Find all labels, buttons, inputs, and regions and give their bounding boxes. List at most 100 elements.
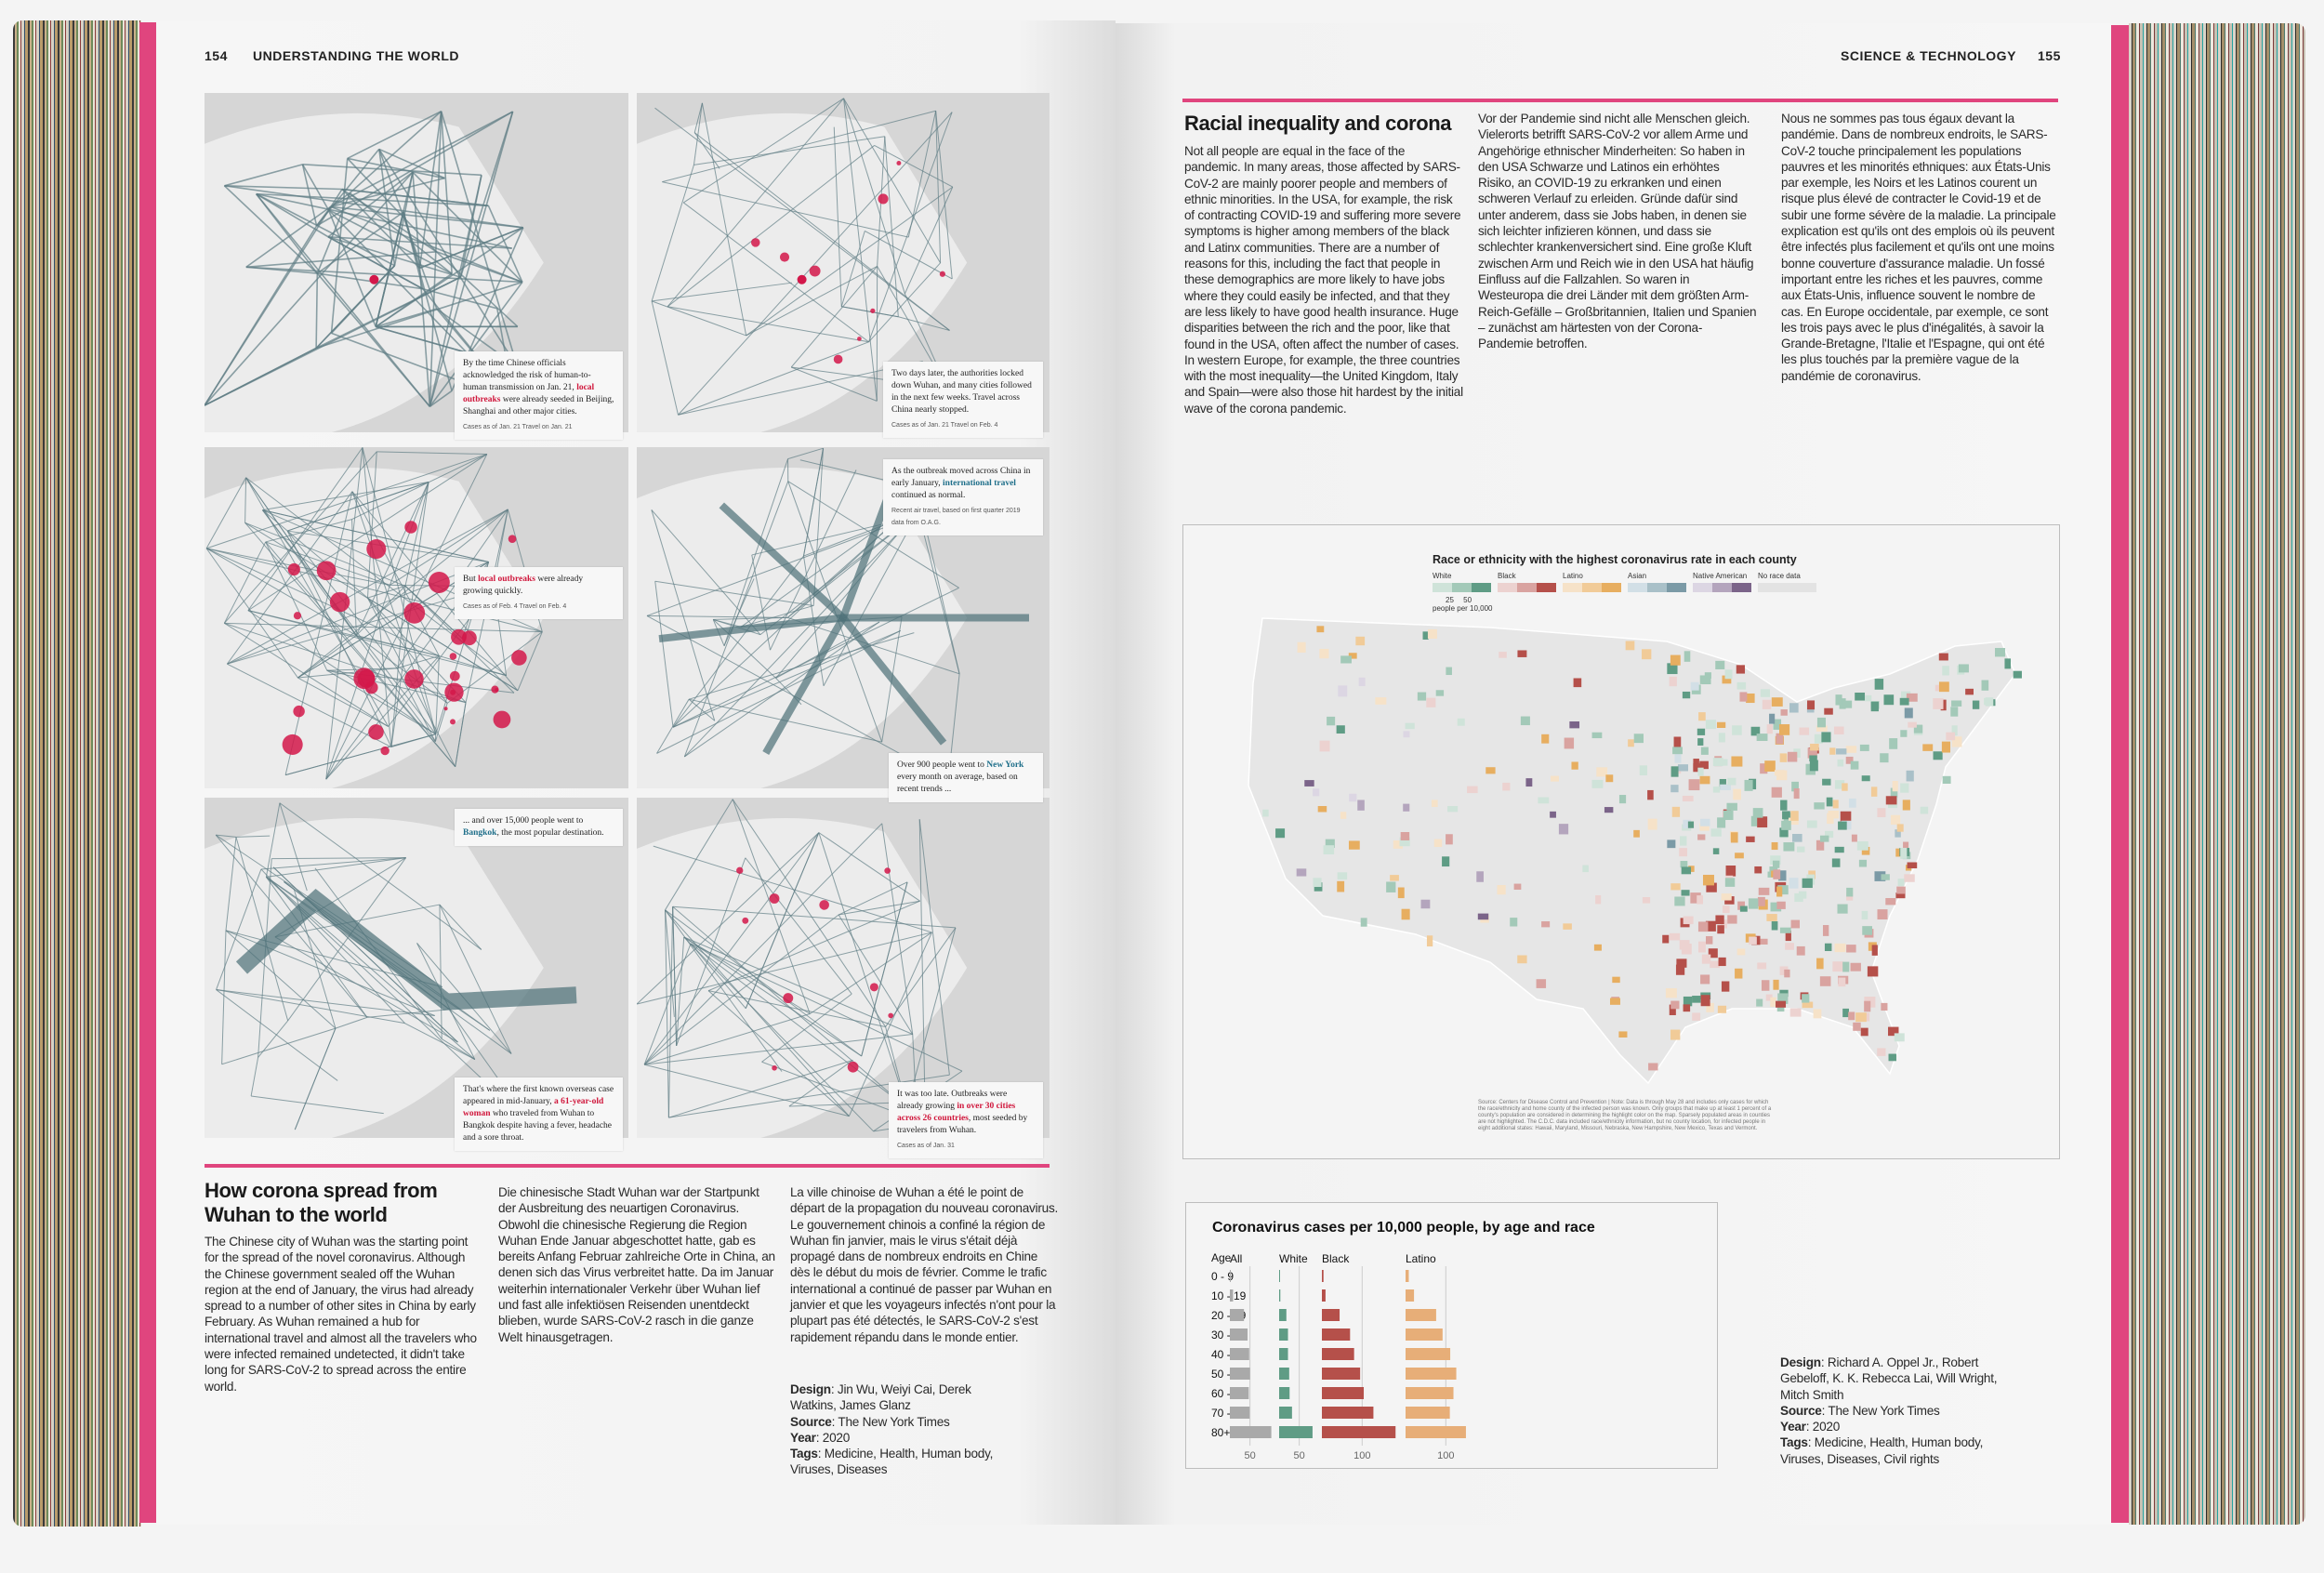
county-cell — [1816, 725, 1828, 732]
annotation-key: Cases as of Jan. 21 Travel on Feb. 4 — [891, 422, 998, 429]
county-cell — [1791, 781, 1799, 792]
travel-route — [260, 857, 406, 870]
county-cell — [1831, 858, 1841, 867]
county-cell — [1832, 961, 1843, 972]
county-cell — [1605, 774, 1614, 783]
county-cell — [1785, 931, 1791, 942]
county-cell — [1648, 1063, 1658, 1071]
travel-route — [389, 482, 429, 586]
county-cell — [1765, 994, 1773, 1001]
county-cell — [1679, 836, 1687, 846]
county-cell — [1684, 651, 1691, 662]
travel-route — [683, 98, 844, 204]
travel-route — [262, 509, 368, 599]
travel-route — [672, 587, 959, 728]
county-cell — [1679, 848, 1687, 857]
county-cell — [1946, 732, 1956, 741]
travel-route — [256, 193, 431, 407]
bar-white — [1279, 1309, 1287, 1321]
county-cell — [1297, 641, 1306, 653]
county-cell — [1702, 874, 1714, 886]
county-cell — [1730, 832, 1738, 843]
case-dot — [316, 561, 337, 581]
travel-route — [683, 481, 789, 758]
county-cell — [1447, 805, 1459, 813]
county-cell — [1895, 892, 1906, 899]
county-cell — [1881, 1002, 1888, 1011]
county-cell — [1762, 699, 1772, 709]
county-cell — [1771, 697, 1783, 707]
county-cell — [1705, 936, 1713, 945]
county-cell — [1900, 847, 1908, 859]
county-cell — [1845, 756, 1854, 764]
county-cell — [1710, 828, 1722, 837]
map-panel-6 — [637, 798, 1050, 1138]
travel-route — [833, 126, 842, 307]
county-cell — [1697, 728, 1706, 735]
travel-route — [347, 157, 438, 253]
county-cell — [1779, 927, 1791, 933]
case-dot — [293, 705, 305, 718]
map-annotation: It was too late. Outbreaks were already … — [889, 1082, 1043, 1158]
travel-route — [843, 98, 878, 402]
county-cell — [1520, 716, 1530, 726]
flight-bundle — [235, 889, 577, 1011]
county-cell — [1317, 806, 1327, 813]
county-cell — [1941, 741, 1951, 753]
county-cell — [1669, 1004, 1676, 1015]
county-cell — [1746, 693, 1755, 704]
county-cell — [1802, 878, 1813, 889]
tick-label: 50 — [1294, 1450, 1305, 1461]
county-cell — [1942, 666, 1949, 676]
case-dot — [368, 724, 384, 740]
county-cell — [1642, 649, 1652, 660]
credits-right: Design: Richard A. Oppel Jr., Robert Geb… — [1780, 1355, 2022, 1467]
county-cell — [1431, 800, 1438, 807]
tick-label: 100 — [1437, 1450, 1454, 1461]
travel-route — [884, 136, 899, 317]
county-cell — [1874, 871, 1886, 881]
county-cell — [1836, 748, 1847, 755]
county-cell — [1595, 894, 1602, 905]
travel-route — [812, 448, 825, 606]
travel-route — [439, 904, 482, 950]
county-cell — [1760, 763, 1768, 774]
county-cell — [1848, 1011, 1855, 1021]
county-cell — [1827, 813, 1834, 825]
county-cell — [1337, 872, 1348, 880]
travel-route — [672, 906, 678, 1046]
travel-route — [247, 454, 488, 612]
travel-route — [684, 621, 880, 758]
case-dot — [869, 983, 878, 992]
travel-route — [818, 832, 908, 1108]
travel-route — [843, 98, 905, 295]
county-cell — [1467, 786, 1478, 794]
county-cell — [1870, 786, 1878, 797]
county-cell — [1700, 995, 1710, 1007]
county-cell — [1697, 738, 1704, 746]
travel-route — [404, 482, 429, 587]
county-cell — [1864, 1000, 1871, 1012]
county-cell — [1840, 811, 1852, 823]
county-cell — [1708, 948, 1718, 958]
county-cell — [1710, 960, 1720, 969]
county-cell — [1517, 955, 1527, 964]
case-dot — [833, 354, 843, 364]
county-cell — [1525, 778, 1533, 787]
county-cell — [1401, 908, 1410, 920]
travel-route — [403, 211, 424, 289]
travel-route — [378, 148, 445, 179]
bar-latino — [1406, 1289, 1415, 1302]
county-cell — [1796, 945, 1805, 956]
county-cell — [1551, 775, 1560, 782]
case-dot — [888, 1012, 894, 1019]
travel-route — [367, 585, 406, 599]
county-cell — [1564, 737, 1575, 749]
county-cell — [1848, 798, 1856, 808]
flight-bundle — [839, 615, 947, 746]
travel-route — [676, 857, 746, 1047]
annotation-text: By the time Chinese officials acknowledg… — [463, 359, 591, 392]
travel-route — [668, 1059, 853, 1118]
travel-route — [683, 936, 862, 1057]
travel-route — [205, 548, 440, 657]
